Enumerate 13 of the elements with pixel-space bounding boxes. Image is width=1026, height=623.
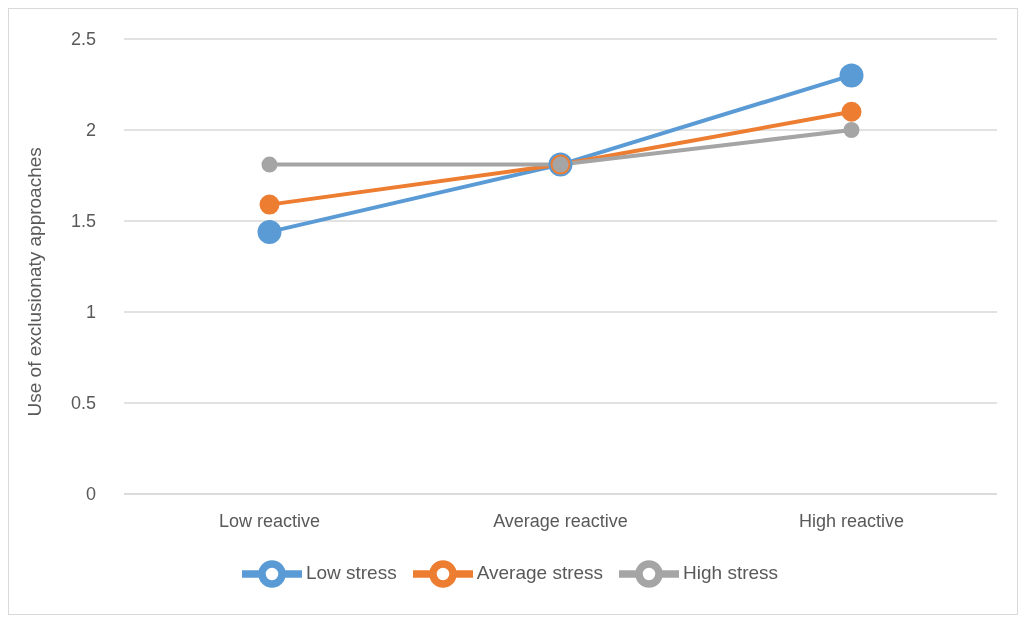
legend-label: Average stress bbox=[476, 562, 604, 584]
y-tick-label: 0.5 bbox=[70, 393, 96, 414]
y-tick-label: 2.5 bbox=[70, 29, 96, 50]
legend-label: High stress bbox=[683, 562, 779, 584]
y-tick-label: 0 bbox=[85, 484, 96, 505]
y-tick-label: 1.5 bbox=[70, 211, 96, 232]
y-axis-title: Use of exclusionaty approaches bbox=[23, 147, 45, 417]
y-tick-label: 1 bbox=[85, 302, 96, 323]
y-tick-label: 2 bbox=[85, 120, 96, 141]
x-tick-label: Average reactive bbox=[493, 510, 628, 531]
legend-label: Low stress bbox=[305, 562, 397, 584]
x-tick-label: Low reactive bbox=[218, 510, 321, 531]
x-tick-label: High reactive bbox=[798, 510, 905, 531]
